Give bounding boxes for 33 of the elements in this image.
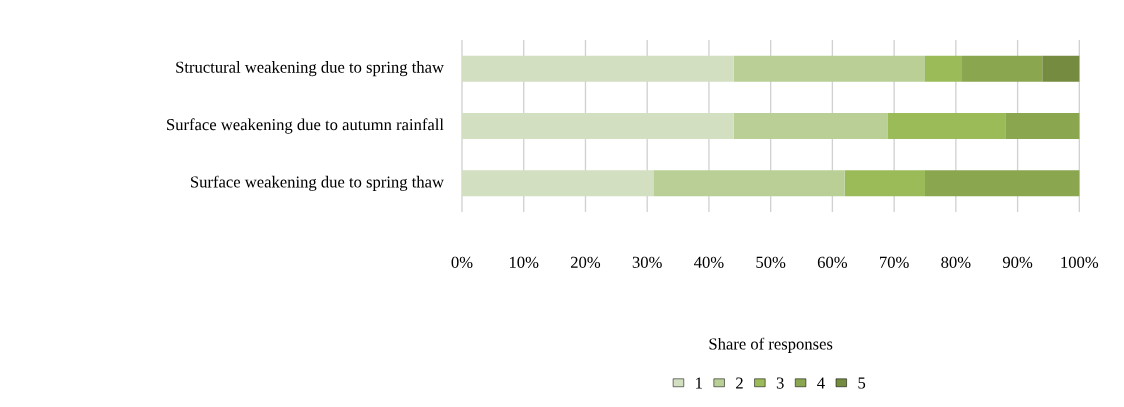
bar (1005, 113, 1080, 140)
bar (924, 170, 1080, 197)
legend-label: 1 (696, 377, 702, 389)
bar (462, 170, 654, 197)
legend-label: 3 (776, 377, 784, 389)
bar (462, 113, 734, 140)
legend-label: 5 (858, 377, 866, 389)
x-tick-label: 40% (694, 256, 724, 269)
y-tick-label: Surface weakening due to autumn rainfall (167, 118, 444, 134)
bar (924, 55, 963, 82)
bar (844, 170, 925, 197)
legend-title: Share of responses (709, 337, 833, 354)
bar (733, 55, 925, 82)
bar (962, 55, 1043, 82)
y-tick-label: Surface weakening due to spring thaw (191, 175, 444, 192)
y-tick-label: Structural weakening due to spring thaw (176, 61, 444, 77)
x-tick-label: 50% (756, 256, 786, 269)
x-tick-label: 0% (451, 256, 473, 269)
x-tick-label: 100% (1061, 256, 1099, 269)
legend-label: 4 (817, 377, 825, 389)
bar (733, 113, 888, 140)
x-tick-label: 60% (817, 256, 848, 269)
bar (462, 55, 734, 82)
bar (653, 170, 845, 197)
x-tick-label: 70% (880, 256, 909, 269)
bar (887, 113, 1006, 140)
x-tick-label: 30% (632, 256, 662, 269)
x-tick-label: 80% (941, 256, 971, 269)
legend-label: 2 (736, 377, 743, 389)
x-tick-label: 90% (1002, 256, 1033, 269)
bar (1042, 55, 1080, 82)
x-tick-label: 20% (570, 256, 601, 269)
x-tick-label: 10% (509, 256, 539, 269)
